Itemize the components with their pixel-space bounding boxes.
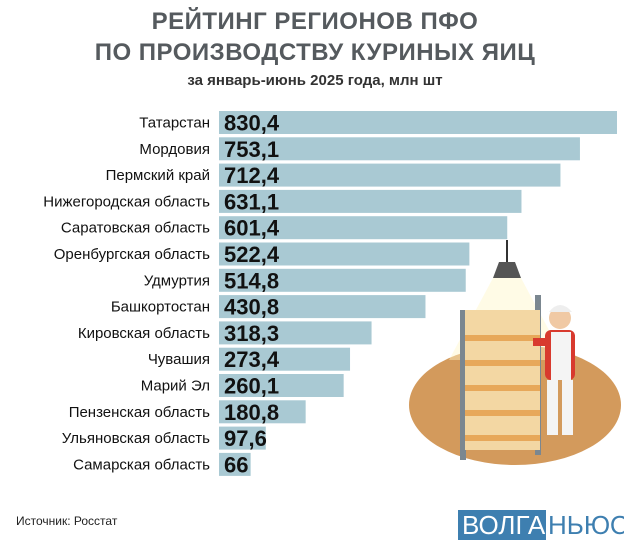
category-label: Пермский край: [106, 167, 210, 184]
value-label: 180,8: [224, 400, 279, 425]
chart-title-line2: ПО ПРОИЗВОДСТВУ КУРИНЫХ ЯИЦ: [94, 39, 536, 66]
category-label: Чувашия: [148, 351, 210, 368]
value-label: 273,4: [224, 347, 280, 372]
value-label: 514,8: [224, 268, 279, 293]
value-label: 631,1: [224, 189, 279, 214]
bar-11: [219, 374, 344, 397]
category-label: Саратовская область: [61, 220, 210, 237]
source-note: Источник: Росстат: [16, 514, 118, 528]
value-label: 522,4: [224, 242, 280, 267]
category-label: Марий Эл: [141, 378, 210, 395]
bar-4: [219, 189, 522, 213]
category-label: Ульяновская область: [62, 430, 210, 447]
bar-8: [219, 295, 426, 319]
bar-10: [219, 347, 351, 371]
category-label: Пензенская область: [69, 404, 210, 421]
bar-5: [219, 216, 508, 240]
bar-14: [219, 452, 251, 476]
category-label: Удмуртия: [144, 272, 210, 289]
bar-9: [219, 321, 372, 345]
bar-1: [219, 111, 617, 134]
value-label: 66: [224, 452, 248, 477]
value-label: 260,1: [224, 374, 279, 399]
chart-title-line1: РЕЙТИНГ РЕГИОНОВ ПФО: [151, 8, 479, 35]
category-label: Самарская область: [73, 456, 210, 473]
category-label: Мордовия: [139, 141, 210, 158]
value-label: 830,4: [224, 111, 280, 136]
egg-factory-worker-icon: [409, 240, 621, 465]
value-label: 753,1: [224, 137, 279, 162]
category-label: Оренбургская область: [54, 246, 210, 263]
category-label: Башкортостан: [111, 299, 210, 316]
bar-12: [219, 400, 306, 424]
value-label: 318,3: [224, 321, 279, 346]
value-label: 430,8: [224, 295, 279, 320]
bar-3: [219, 163, 561, 187]
logo-part2: НЬЮС: [548, 510, 624, 540]
bar-13: [219, 426, 266, 450]
bar-7: [219, 268, 466, 292]
bar-2: [219, 137, 580, 161]
bar-chart: Татарстан 830,4 Мордовия 753,1 Пермский край…: [43, 111, 617, 477]
logo-part1: ВОЛГА: [462, 510, 546, 540]
category-label: Татарстан: [139, 115, 210, 132]
category-label: Нижегородская область: [43, 193, 210, 210]
chart-subtitle: за январь-июнь 2025 года, млн шт: [187, 72, 443, 89]
category-label: Кировская область: [78, 325, 210, 342]
bar-6: [219, 242, 470, 266]
value-label: 97,6: [224, 426, 267, 451]
value-label: 601,4: [224, 216, 280, 241]
value-label: 712,4: [224, 163, 280, 188]
volganews-logo: ВОЛГА НЬЮС: [458, 510, 624, 540]
